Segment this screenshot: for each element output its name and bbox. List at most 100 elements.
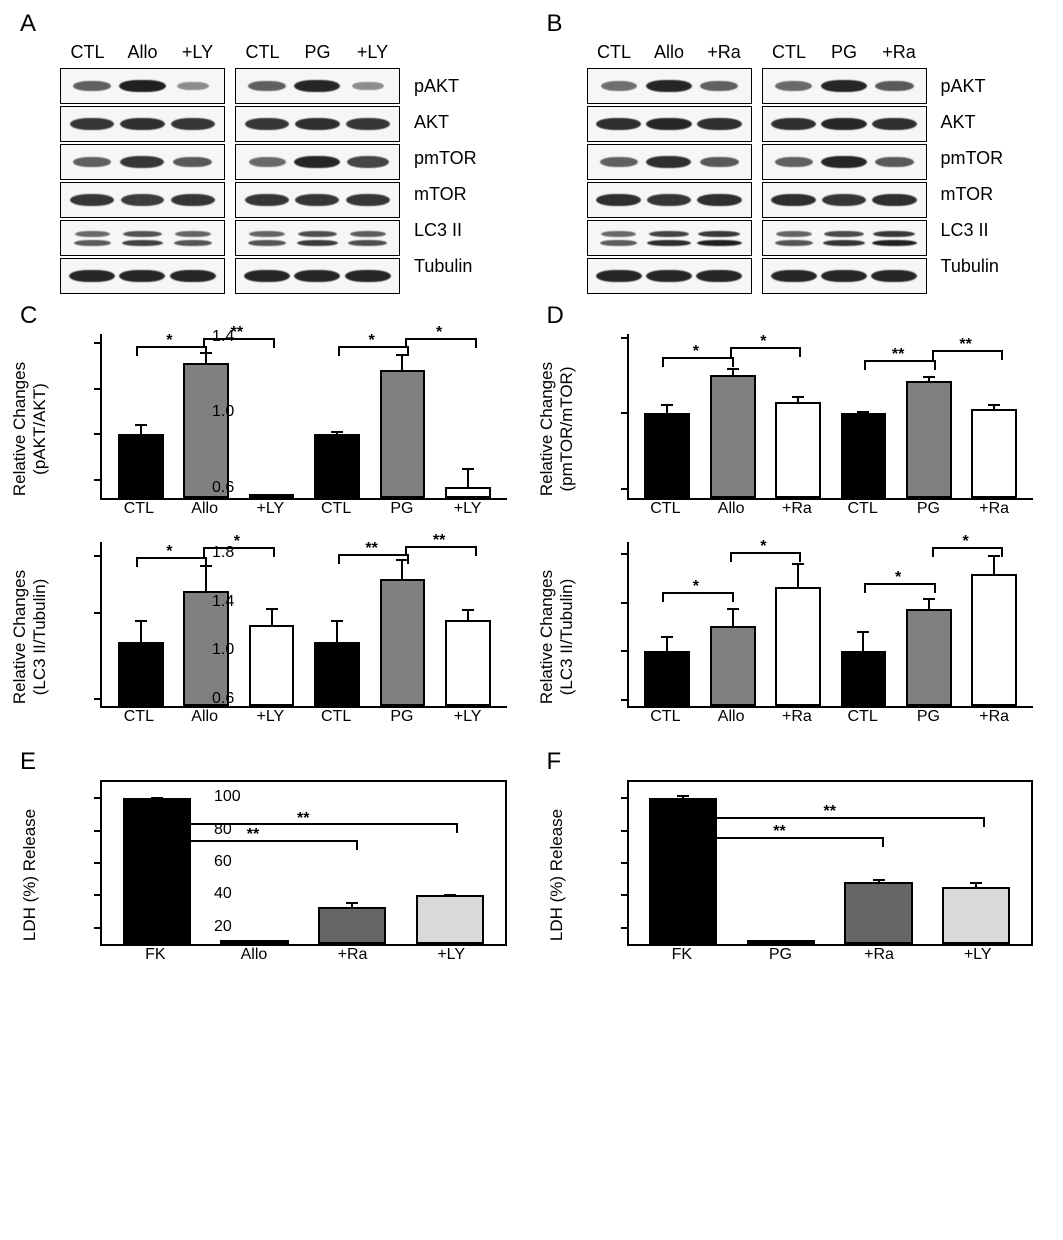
bar (644, 413, 690, 498)
y-tick-label: 1.0 (212, 641, 617, 659)
band (696, 270, 742, 282)
band (872, 194, 917, 206)
error-bar (140, 620, 142, 641)
band (175, 231, 211, 237)
y-tick-label: 40 (0, 885, 90, 903)
band (872, 240, 917, 246)
band (823, 240, 865, 246)
y-tick-label: 60 (0, 853, 90, 871)
band (646, 270, 692, 282)
y-tick-label: 0.6 (212, 479, 617, 497)
bar (844, 882, 912, 944)
x-label: PG (731, 946, 830, 970)
band (248, 81, 286, 91)
bar-wrap (927, 782, 1025, 944)
band (821, 118, 867, 130)
panel-letter-d: D (547, 302, 564, 330)
x-label: +LY (435, 708, 501, 732)
bar (710, 626, 756, 706)
bar-wrap (700, 542, 765, 706)
y-tick-label: 60 (214, 853, 617, 871)
y-tick (94, 927, 102, 929)
figure: A CTLAllo+LYCTLPG+LYpAKTAKTpmTORmTORLC3 … (20, 20, 1043, 980)
bar-wrap (831, 334, 896, 498)
error-bar (862, 631, 864, 652)
y-tick-label: 0.5 (0, 470, 90, 488)
bar (906, 381, 952, 498)
blot-row-label: Tubulin (937, 248, 1004, 284)
band (295, 118, 340, 130)
blot-row-lc3-ii (762, 220, 927, 256)
bar-wrap (108, 334, 173, 498)
x-label: +Ra (961, 500, 1027, 524)
y-tick (94, 698, 102, 700)
blot-row-label: pAKT (410, 68, 477, 104)
bar-chart: Relative Changes(pmTOR/mTOR)0.61.01.4***… (627, 334, 1034, 524)
y-tick-label: 40 (214, 885, 617, 903)
blot-row-pmtor (587, 144, 752, 180)
x-label: Allo (172, 708, 238, 732)
band (601, 81, 637, 90)
x-label: +LY (238, 500, 304, 524)
plot-area: 20406080100**** (627, 780, 1034, 946)
x-label: Allo (205, 946, 304, 970)
error-bar (928, 598, 930, 609)
x-label: PG (369, 500, 435, 524)
lane-headers: CTLAllo+Ra (587, 42, 752, 64)
y-tick (94, 612, 102, 614)
lane-header: CTL (762, 42, 817, 64)
error-bar (666, 404, 668, 413)
band (298, 231, 337, 237)
blot-row-labels: pAKTAKTpmTORmTORLC3 IITubulin (937, 42, 1004, 296)
band (600, 240, 637, 246)
bar-chart: Relative Changes(LC3 II/Tubulin)0.61.01.… (627, 542, 1034, 732)
band (249, 157, 286, 167)
band (245, 194, 289, 206)
y-tick (621, 894, 629, 896)
y-tick (621, 927, 629, 929)
bar (123, 798, 191, 944)
lane-header: +Ra (872, 42, 927, 64)
blot-row-tubulin (762, 258, 927, 294)
y-tick (621, 862, 629, 864)
x-label: CTL (633, 500, 699, 524)
y-tick (94, 862, 102, 864)
band (821, 80, 867, 92)
band (249, 231, 285, 237)
error-bar (993, 555, 995, 573)
bar (775, 587, 821, 706)
blot-lane-set: CTLPG+Ra (762, 42, 927, 296)
x-label: PG (896, 708, 962, 732)
x-label: +Ra (764, 500, 830, 524)
blot-row-lc3-ii (587, 220, 752, 256)
plot-area: 0.61.01.4****** (627, 334, 1034, 500)
lane-headers: CTLPG+Ra (762, 42, 927, 64)
band (646, 118, 692, 130)
x-axis-labels: CTLAllo+RaCTLPG+Ra (627, 500, 1034, 524)
lane-header: +LY (170, 42, 225, 64)
band (123, 231, 161, 237)
bar (649, 798, 717, 944)
y-tick-label: 0.6 (0, 689, 90, 707)
x-label: CTL (830, 708, 896, 732)
y-tick (94, 894, 102, 896)
panel-c: C Relative Changes(pAKT/AKT)0.51.01.52.0… (20, 316, 517, 742)
band (649, 231, 689, 237)
x-label: +Ra (303, 946, 402, 970)
blot-row-pmtor (235, 144, 400, 180)
row-ef: E LDH (%) Release20406080100****FKAllo+R… (20, 762, 1043, 980)
panel-b: B CTLAllo+RaCTLPG+RapAKTAKTpmTORmTORLC3 … (547, 20, 1044, 296)
lane-header: Allo (115, 42, 170, 64)
blot-row-pakt (60, 68, 225, 104)
y-tick-label: 2.0 (0, 333, 90, 351)
y-tick (94, 388, 102, 390)
y-axis-label: LDH (%) Release (547, 785, 567, 965)
band (171, 118, 215, 130)
panel-letter-c: C (20, 302, 37, 330)
y-tick-label: 100 (0, 788, 90, 806)
band (348, 240, 387, 246)
bar-wrap (304, 542, 369, 706)
band (173, 157, 212, 167)
x-axis-labels: CTLAllo+RaCTLPG+Ra (627, 708, 1034, 732)
blot-row-pakt (762, 68, 927, 104)
